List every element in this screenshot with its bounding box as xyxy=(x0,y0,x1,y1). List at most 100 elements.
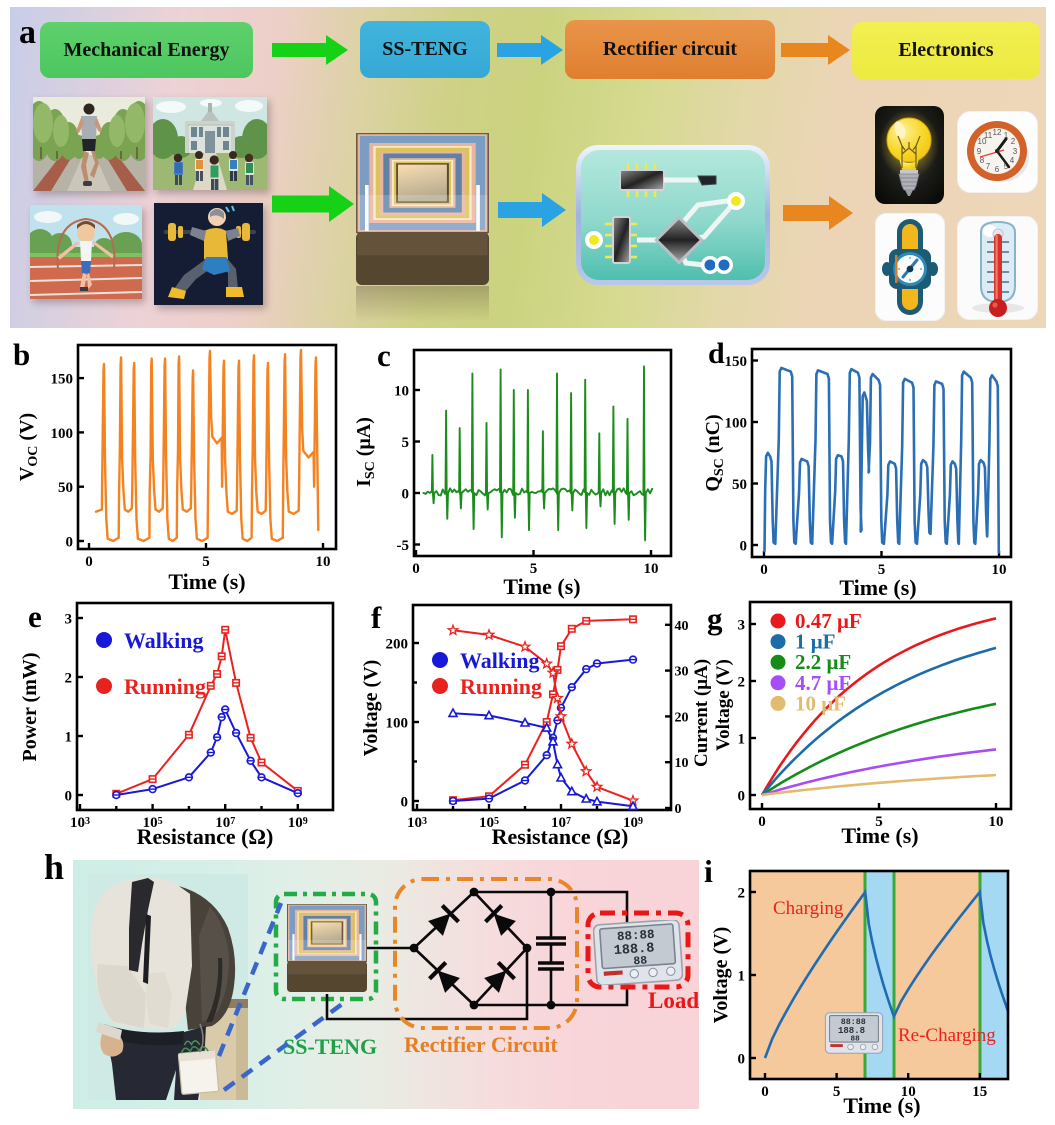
svg-text:10: 10 xyxy=(675,756,689,771)
svg-text:40: 40 xyxy=(675,619,689,634)
svg-text:Walking: Walking xyxy=(460,648,539,673)
svg-text:88: 88 xyxy=(633,954,648,968)
svg-text:100: 100 xyxy=(725,416,748,432)
svg-text:100: 100 xyxy=(51,426,74,442)
svg-text:5: 5 xyxy=(202,554,210,570)
svg-text:150: 150 xyxy=(725,354,748,370)
svg-text:15: 15 xyxy=(972,1084,987,1100)
svg-text:88:88: 88:88 xyxy=(841,1017,866,1027)
svg-text:20: 20 xyxy=(675,710,689,725)
svg-text:0: 0 xyxy=(760,562,768,578)
svg-text:188.8: 188.8 xyxy=(613,941,655,959)
svg-text:0: 0 xyxy=(85,554,93,570)
svg-text:Charging: Charging xyxy=(773,898,844,919)
svg-text:9: 9 xyxy=(977,147,982,156)
svg-text:105: 105 xyxy=(143,815,163,831)
svg-text:2: 2 xyxy=(738,886,746,902)
svg-text:5: 5 xyxy=(402,435,410,451)
svg-text:7: 7 xyxy=(986,162,991,171)
svg-text:QSC (nC): QSC (nC) xyxy=(702,414,727,491)
svg-text:12: 12 xyxy=(993,128,1002,137)
svg-text:50: 50 xyxy=(58,480,73,496)
svg-text:1: 1 xyxy=(1004,131,1009,140)
svg-text:5: 5 xyxy=(1004,162,1009,171)
svg-text:10 μF: 10 μF xyxy=(795,691,846,715)
svg-text:Time (s): Time (s) xyxy=(843,1093,920,1118)
svg-text:30: 30 xyxy=(675,665,689,680)
svg-text:g: g xyxy=(707,601,723,636)
svg-text:c: c xyxy=(377,338,391,373)
svg-text:10: 10 xyxy=(316,554,331,570)
svg-text:10: 10 xyxy=(978,137,987,146)
svg-text:Time (s): Time (s) xyxy=(503,574,580,599)
svg-text:10: 10 xyxy=(992,562,1007,578)
svg-text:50: 50 xyxy=(732,477,747,493)
svg-text:Walking: Walking xyxy=(124,628,203,653)
svg-text:3: 3 xyxy=(1013,147,1018,156)
svg-text:4.7 μF: 4.7 μF xyxy=(795,671,851,695)
svg-text:0: 0 xyxy=(675,802,682,817)
svg-text:5: 5 xyxy=(875,814,883,830)
svg-text:Resistance (Ω): Resistance (Ω) xyxy=(492,824,629,849)
svg-text:188.8: 188.8 xyxy=(838,1025,865,1036)
svg-text:-5: -5 xyxy=(397,538,410,554)
svg-text:Time (s): Time (s) xyxy=(839,575,916,600)
svg-text:2.2 μF: 2.2 μF xyxy=(795,650,851,674)
svg-text:e: e xyxy=(28,599,42,634)
svg-text:0: 0 xyxy=(402,487,410,503)
svg-text:0: 0 xyxy=(738,789,746,805)
svg-text:2: 2 xyxy=(1011,137,1016,146)
svg-text:1: 1 xyxy=(738,732,746,748)
svg-text:Voltage (V): Voltage (V) xyxy=(710,927,732,1023)
svg-text:5: 5 xyxy=(878,562,886,578)
svg-text:109: 109 xyxy=(288,815,308,831)
svg-text:0: 0 xyxy=(738,1052,746,1068)
svg-text:88:88: 88:88 xyxy=(617,928,656,945)
svg-text:5: 5 xyxy=(530,561,538,577)
svg-text:Current (μA): Current (μA) xyxy=(691,659,712,767)
svg-text:10: 10 xyxy=(394,384,409,400)
svg-text:100: 100 xyxy=(386,716,409,732)
svg-text:3: 3 xyxy=(65,612,73,628)
svg-text:11: 11 xyxy=(984,131,993,140)
svg-text:Power (mW): Power (mW) xyxy=(19,652,41,761)
svg-text:5: 5 xyxy=(833,1084,841,1100)
svg-text:10: 10 xyxy=(989,814,1004,830)
svg-text:Running: Running xyxy=(124,674,206,699)
svg-text:150: 150 xyxy=(51,372,74,388)
svg-text:3: 3 xyxy=(738,618,746,634)
svg-text:1 μF: 1 μF xyxy=(795,630,835,654)
svg-text:Re-Charging: Re-Charging xyxy=(898,1025,996,1046)
svg-text:1: 1 xyxy=(738,969,746,985)
svg-text:88: 88 xyxy=(851,1036,861,1044)
svg-text:0: 0 xyxy=(65,789,73,805)
svg-text:4: 4 xyxy=(1010,156,1015,165)
svg-text:Running: Running xyxy=(460,674,542,699)
svg-text:VOC (V): VOC (V) xyxy=(16,413,41,481)
svg-text:f: f xyxy=(371,600,382,635)
svg-text:0: 0 xyxy=(401,795,409,811)
svg-text:Resistance (Ω): Resistance (Ω) xyxy=(137,824,274,849)
svg-text:Voltage (V): Voltage (V) xyxy=(713,659,734,751)
svg-text:10: 10 xyxy=(644,561,659,577)
svg-text:2: 2 xyxy=(65,671,73,687)
svg-text:Time (s): Time (s) xyxy=(841,823,918,848)
svg-text:6: 6 xyxy=(995,165,1000,174)
svg-text:d: d xyxy=(708,337,725,370)
svg-text:107: 107 xyxy=(215,815,235,831)
svg-text:0.47 μF: 0.47 μF xyxy=(795,609,862,633)
svg-text:Voltage (V): Voltage (V) xyxy=(360,660,382,756)
svg-text:0: 0 xyxy=(761,1084,769,1100)
svg-text:b: b xyxy=(13,337,30,372)
svg-text:1: 1 xyxy=(65,730,73,746)
svg-text:Time (s): Time (s) xyxy=(168,569,245,594)
svg-text:0: 0 xyxy=(758,814,766,830)
svg-text:200: 200 xyxy=(386,637,409,653)
svg-text:2: 2 xyxy=(738,675,746,691)
svg-text:0: 0 xyxy=(66,535,74,551)
svg-text:0: 0 xyxy=(740,539,748,555)
svg-text:i: i xyxy=(704,853,713,889)
svg-text:0: 0 xyxy=(412,561,420,577)
svg-text:8: 8 xyxy=(980,156,985,165)
svg-text:10: 10 xyxy=(901,1084,916,1100)
